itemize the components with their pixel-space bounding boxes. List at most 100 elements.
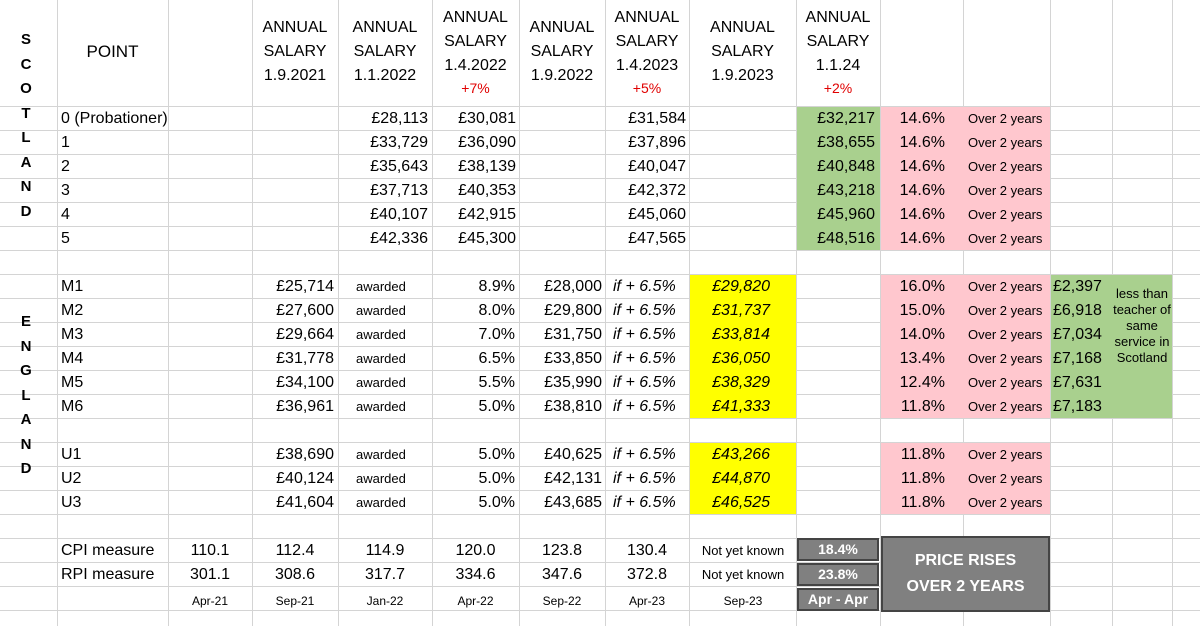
gridline: [0, 466, 1200, 467]
column-header-line: SALARY: [711, 43, 774, 60]
side-letter: E: [20, 313, 31, 330]
status-cell: awarded: [356, 399, 406, 414]
england-u-pct-block: [881, 443, 1050, 514]
projected-salary: £43,266: [712, 446, 770, 463]
gap-cell: £7,168: [1053, 350, 1102, 367]
salary-cell: £32,217: [817, 110, 875, 127]
gridline: [432, 0, 433, 626]
salary-cell: £29,800: [544, 302, 602, 319]
side-letter: N: [20, 435, 32, 453]
column-header-line: 1.1.24: [815, 57, 861, 74]
salary-cell: £41,604: [276, 494, 334, 511]
gridline: [338, 0, 339, 626]
gap-cell: £7,034: [1053, 326, 1102, 343]
gridline: [0, 538, 1200, 539]
status-cell: awarded: [356, 471, 406, 486]
measure-value: 110.1: [190, 542, 230, 559]
salary-cell: £28,000: [544, 278, 602, 295]
side-letter: L: [21, 129, 31, 146]
side-letter: L: [21, 386, 31, 404]
gridline: [0, 202, 1200, 203]
gridline: [0, 562, 1200, 563]
point-header: POINT: [86, 42, 139, 61]
column-header-pct: +2%: [823, 80, 853, 96]
side-letter: N: [20, 337, 32, 355]
pct-cell: 13.4%: [899, 350, 945, 367]
column-header: ANNUAL SALARY 1.1.24 +2%: [796, 6, 880, 106]
gridline: [0, 226, 1200, 227]
salary-cell: £35,990: [544, 374, 602, 391]
column-header-line: SALARY: [444, 33, 507, 50]
period-note: Over 2 years: [968, 303, 1043, 318]
gridline: [0, 370, 1200, 371]
salary-cell: £36,961: [276, 398, 334, 415]
salary-cell: £42,336: [370, 230, 428, 247]
column-header-line: SALARY: [530, 43, 594, 60]
salary-cell: £40,124: [276, 470, 334, 487]
salary-cell: £38,139: [458, 158, 516, 175]
gridline: [0, 394, 1200, 395]
salary-cell: £35,643: [370, 158, 428, 175]
salary-cell: £42,131: [544, 470, 602, 487]
column-header-line: SALARY: [806, 33, 870, 50]
column-header-line: SALARY: [263, 43, 327, 60]
salary-cell: £38,655: [817, 134, 875, 151]
column-header-line: 1.9.2021: [263, 67, 327, 84]
gridline: [0, 346, 1200, 347]
side-letter: A: [20, 411, 32, 428]
measure-value: 301.1: [189, 566, 231, 583]
salary-cell: £42,915: [458, 206, 516, 223]
column-header: ANNUAL SALARY 1.4.2022 +7%: [432, 6, 519, 106]
point-label: 0 (Probationer): [61, 110, 168, 127]
point-label: M2: [61, 302, 84, 319]
projected-salary: £38,329: [712, 374, 770, 391]
gridline: [796, 0, 797, 626]
gridline: [252, 0, 253, 626]
column-header: ANNUAL SALARY 1.9.2022: [519, 16, 605, 116]
date-label: Jan-22: [366, 594, 404, 608]
salary-cell: £43,685: [544, 494, 602, 511]
status-cell: awarded: [356, 351, 406, 366]
pct-cell: 11.8%: [900, 470, 945, 487]
condition-cell: if + 6.5%: [613, 398, 676, 415]
salary-cell: £40,107: [370, 206, 428, 223]
status-cell: awarded: [356, 495, 406, 510]
point-label: U3: [61, 494, 82, 511]
england-m-2023-block: [690, 275, 796, 418]
status-cell: awarded: [356, 327, 406, 342]
salary-cell: £45,060: [628, 206, 686, 223]
column-header-pct: +5%: [632, 80, 662, 96]
projected-salary: £41,333: [712, 398, 770, 415]
pct-cell: 14.6%: [899, 134, 945, 151]
salary-cell: £40,848: [817, 158, 875, 175]
column-header-line: 1.9.2022: [530, 67, 594, 84]
gridline: [1050, 0, 1051, 626]
column-header-line: ANNUAL: [614, 9, 680, 26]
scotland-pct-block: [881, 107, 1050, 250]
point-label: M1: [61, 278, 84, 295]
point-label: 2: [61, 158, 70, 175]
date-label: Apr-22: [457, 594, 494, 608]
condition-cell: if + 6.5%: [613, 374, 676, 391]
column-header-line: 1.9.2023: [711, 67, 774, 84]
column-header-line: ANNUAL: [443, 9, 508, 26]
gap-block: [1051, 275, 1172, 418]
rise-cell: 6.5%: [478, 350, 515, 367]
period-note: Over 2 years: [968, 327, 1043, 342]
rise-cell: 8.0%: [478, 302, 515, 319]
side-letter: N: [20, 178, 32, 195]
condition-cell: if + 6.5%: [613, 278, 676, 295]
gridline: [0, 130, 1200, 131]
condition-cell: if + 6.5%: [613, 326, 676, 343]
side-letter: D: [20, 202, 32, 220]
column-header: ANNUAL SALARY 1.9.2023: [689, 16, 796, 116]
side-letter: T: [21, 104, 31, 122]
column-header-line: ANNUAL: [529, 19, 595, 36]
gridline: [0, 418, 1200, 419]
salary-cell: £42,372: [628, 182, 686, 199]
gridline: [0, 610, 1200, 611]
date-label: Apr-21: [191, 594, 229, 608]
pct-cell: 14.6%: [899, 158, 945, 175]
column-header-line: SALARY: [615, 33, 679, 50]
